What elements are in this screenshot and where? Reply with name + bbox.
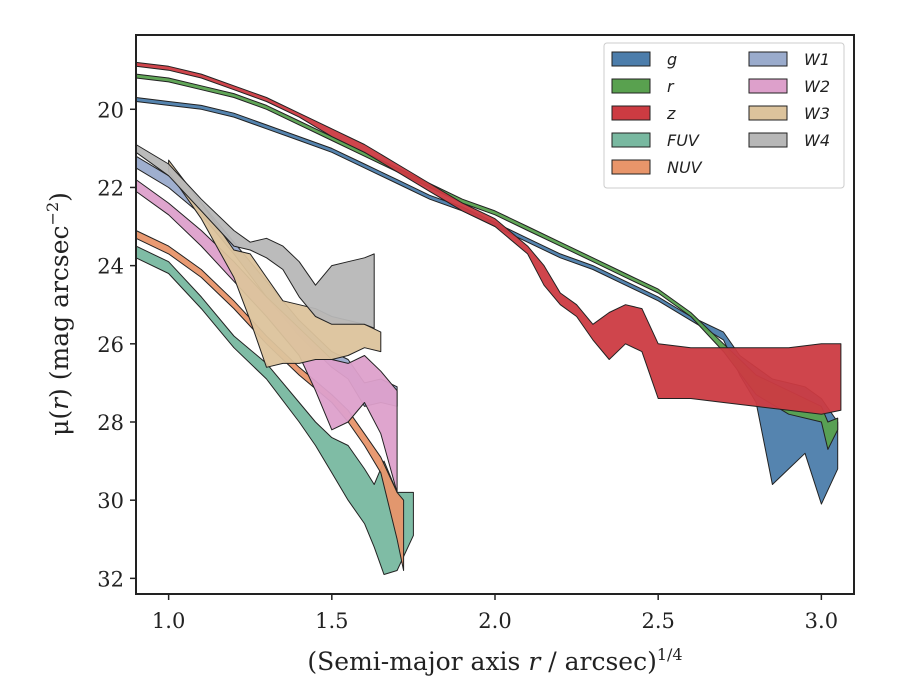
legend-label-w1: W1: [804, 50, 830, 69]
x-tick-label: 2.0: [478, 609, 511, 633]
y-tick-label: 20: [97, 98, 124, 122]
legend-swatch-fuv: [611, 132, 651, 148]
legend-swatch-w3: [748, 105, 788, 121]
x-tick-label: 1.0: [152, 609, 185, 633]
series-band-fuv: [135, 245, 414, 575]
series-band-z: [135, 61, 842, 415]
series-band-g: [135, 97, 839, 505]
y-tick-label: 26: [97, 333, 124, 357]
legend-label-w3: W3: [804, 104, 830, 123]
legend-label-fuv: FUV: [667, 131, 700, 150]
legend-swatch-w1: [748, 51, 788, 67]
x-axis: 1.0 1.5 2.0 2.5 3.0: [152, 594, 838, 633]
legend-swatch-r: [611, 78, 651, 94]
legend-label-w4: W4: [804, 131, 830, 150]
legend-swatch-w2: [748, 78, 788, 94]
y-tick-label: 32: [97, 567, 124, 591]
legend-label-g: g: [667, 50, 677, 69]
x-tick-label: 2.5: [641, 609, 674, 633]
legend: grz FUV NUV W1 W2 W3 W4: [603, 42, 845, 189]
legend-label-w2: W2: [804, 77, 830, 96]
legend-label-z: z: [666, 104, 676, 123]
legend-swatch-nuv: [611, 159, 651, 175]
y-tick-label: 30: [97, 489, 124, 513]
plot-area: [135, 61, 842, 575]
legend-swatch-w4: [748, 132, 788, 148]
x-tick-label: 1.5: [315, 609, 348, 633]
legend-swatch-z: [611, 105, 651, 121]
y-axis: 20 22 24 26 28 30 32: [97, 98, 136, 591]
legend-label-r: r: [667, 77, 675, 96]
series-band-w4: [135, 144, 375, 329]
y-tick-label: 24: [97, 255, 124, 279]
y-tick-label: 22: [97, 176, 124, 200]
x-axis-label: (Semi-major axis r / arcsec)1/4: [307, 645, 682, 676]
y-axis-label: μ(r) (mag arcsec−2): [43, 192, 74, 436]
x-tick-label: 3.0: [805, 609, 838, 633]
legend-swatch-g: [611, 51, 651, 67]
y-tick-label: 28: [97, 411, 124, 435]
legend-label-nuv: NUV: [667, 158, 703, 177]
